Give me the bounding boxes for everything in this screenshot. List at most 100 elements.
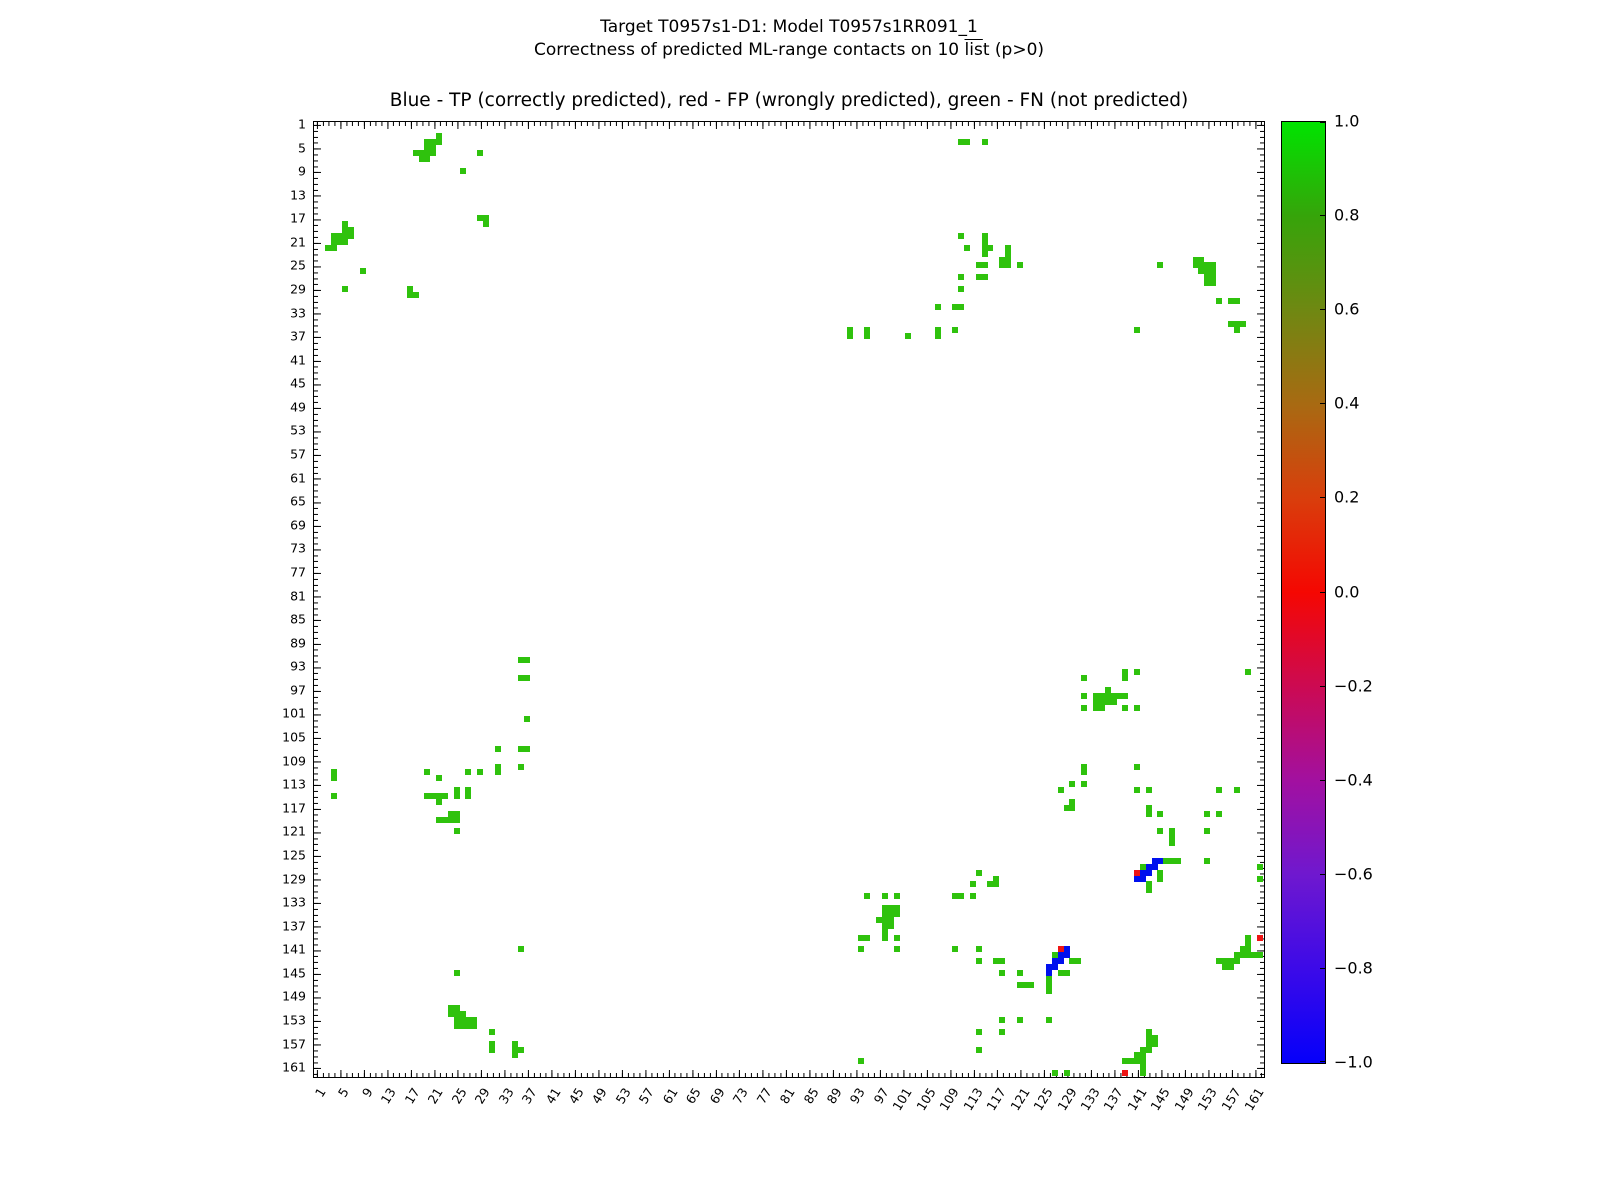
fn-contact-cell (1104, 698, 1111, 705)
fn-contact-cell (1169, 840, 1176, 847)
tp-contact-cell (1133, 875, 1140, 882)
fn-contact-cell (1233, 327, 1240, 334)
y-tick-label: 141 (282, 941, 306, 957)
fn-contact-cell (1192, 262, 1199, 269)
colorbar-tick (1320, 591, 1325, 593)
fn-contact-cell (975, 1028, 982, 1035)
fn-contact-cell (1169, 828, 1176, 835)
fn-contact-cell (1157, 262, 1164, 269)
fn-contact-cell (1004, 244, 1011, 251)
fn-contact-cell (1092, 704, 1099, 711)
fn-contact-cell (999, 969, 1006, 976)
fn-contact-cell (1210, 280, 1217, 287)
fn-contact-cell (418, 156, 425, 163)
y-tick-label: 25 (290, 257, 306, 273)
fn-contact-cell (436, 138, 443, 145)
fn-contact-cell (524, 657, 531, 664)
colorbar-tick (1320, 873, 1325, 875)
y-tick-label: 1 (298, 116, 306, 132)
fn-contact-cell (1245, 946, 1252, 953)
fn-contact-cell (453, 810, 460, 817)
y-tick-label: 21 (290, 234, 306, 250)
fn-contact-cell (1210, 268, 1217, 275)
fn-contact-cell (881, 928, 888, 935)
fn-contact-cell (465, 1017, 472, 1024)
fn-contact-cell (1169, 834, 1176, 841)
y-tick-label: 109 (282, 753, 306, 769)
fn-contact-cell (424, 769, 431, 776)
fn-contact-cell (1069, 781, 1076, 788)
y-tick-label: 17 (290, 210, 306, 226)
fn-contact-cell (1081, 769, 1088, 776)
fp-contact-cell (1057, 946, 1064, 953)
fn-contact-cell (1081, 692, 1088, 699)
y-tick-label: 45 (290, 375, 306, 391)
fn-contact-cell (1104, 692, 1111, 699)
fn-contact-cell (1046, 987, 1053, 994)
colorbar-tick (1320, 122, 1325, 123)
fn-contact-cell (518, 1046, 525, 1053)
fn-contact-cell (1151, 1034, 1158, 1041)
fn-contact-cell (1233, 787, 1240, 794)
y-tick-label: 101 (282, 705, 306, 721)
fn-contact-cell (1081, 675, 1088, 682)
fn-contact-cell (934, 303, 941, 310)
top-major-ticks (314, 122, 1264, 129)
fn-contact-cell (975, 262, 982, 269)
tp-contact-cell (1057, 958, 1064, 965)
fn-contact-cell (1204, 262, 1211, 269)
fn-contact-cell (465, 787, 472, 794)
fn-contact-cell (330, 769, 337, 776)
fn-contact-cell (424, 156, 431, 163)
fn-contact-cell (981, 274, 988, 281)
colorbar-label: 0.2 (1334, 487, 1360, 507)
fn-contact-cell (958, 893, 965, 900)
y-tick-label: 77 (290, 564, 306, 580)
fn-contact-cell (958, 274, 965, 281)
fn-contact-cell (1016, 981, 1023, 988)
fn-contact-cell (453, 816, 460, 823)
fn-contact-cell (1016, 1017, 1023, 1024)
fn-contact-cell (524, 745, 531, 752)
fn-contact-cell (858, 946, 865, 953)
y-tick-label: 125 (282, 847, 306, 863)
colorbar-label: −0.6 (1334, 864, 1373, 884)
fn-contact-cell (1046, 981, 1053, 988)
fn-contact-cell (1145, 787, 1152, 794)
fn-contact-cell (981, 233, 988, 239)
fn-contact-cell (934, 327, 941, 334)
fn-contact-cell (471, 1022, 478, 1029)
fn-contact-cell (342, 286, 349, 293)
fn-contact-cell (1233, 958, 1240, 965)
tp-contact-cell (1057, 952, 1064, 959)
fn-contact-cell (1122, 1058, 1129, 1065)
fn-contact-cell (1221, 958, 1228, 965)
fn-contact-cell (864, 327, 871, 334)
fn-contact-cell (1098, 704, 1105, 711)
fn-contact-cell (1175, 857, 1182, 864)
fn-contact-cell (1210, 262, 1217, 269)
fn-contact-cell (1251, 952, 1258, 959)
fn-contact-cell (958, 303, 965, 310)
fn-contact-cell (993, 875, 1000, 882)
fn-contact-cell (1046, 975, 1053, 982)
y-tick-label: 153 (282, 1012, 306, 1028)
fn-contact-cell (963, 138, 970, 145)
y-tick-label: 81 (290, 588, 306, 604)
fn-contact-cell (512, 1040, 519, 1047)
fn-contact-cell (963, 244, 970, 251)
colorbar-tick (1320, 1061, 1325, 1062)
fn-contact-cell (1145, 887, 1152, 894)
colorbar-label: 0.8 (1334, 205, 1360, 225)
fn-contact-cell (1239, 946, 1246, 953)
fn-contact-cell (881, 910, 888, 917)
y-tick-label: 113 (282, 776, 306, 792)
fn-contact-cell (887, 910, 894, 917)
fn-contact-cell (1257, 952, 1264, 959)
fn-contact-cell (864, 934, 871, 941)
fn-contact-cell (969, 881, 976, 888)
fn-contact-cell (1233, 321, 1240, 328)
fn-contact-cell (1133, 763, 1140, 770)
fn-contact-cell (1133, 1058, 1140, 1065)
fn-contact-cell (406, 291, 413, 298)
